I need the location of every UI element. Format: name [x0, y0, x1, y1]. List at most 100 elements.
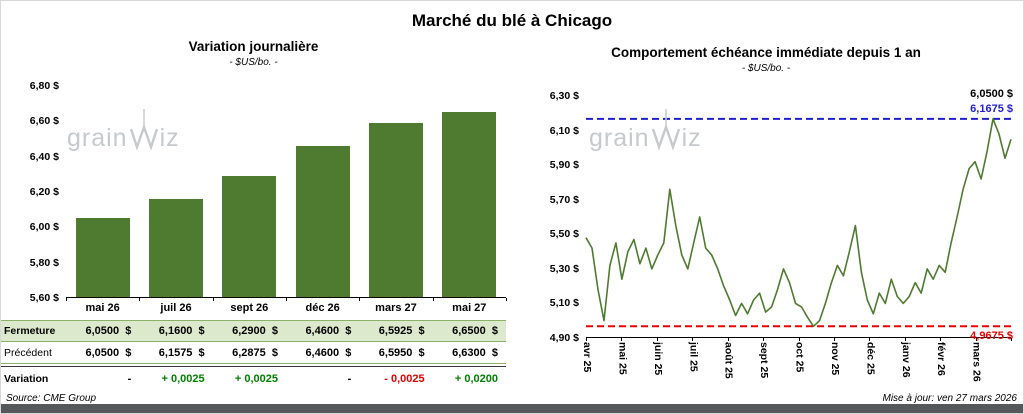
axis-tick [139, 298, 141, 301]
x-axis-label: avr 25 [581, 342, 593, 373]
x-axis-label: nov 25 [828, 342, 841, 376]
x-axis-label: mai 26 [85, 302, 120, 314]
y-axis-label: 5,70 $ [549, 193, 579, 206]
bar-slot [66, 86, 139, 297]
bar-y-axis: 6,80 $ 6,60 $ 6,40 $ 6,20 $ 6,00 $ 5,80 $ 5,60… [1, 80, 59, 304]
y-axis-label: 5,90 $ [549, 159, 579, 172]
y-axis-label: 6,80 $ [29, 80, 59, 92]
axis-tick [763, 338, 765, 341]
x-axis-label: sept 26 [230, 302, 269, 314]
axis-tick [506, 298, 507, 301]
bar-plot-area [66, 86, 507, 301]
axis-tick [286, 298, 287, 301]
y-axis-label: 6,10 $ [549, 124, 579, 137]
x-axis-label: mars 27 [375, 302, 417, 314]
table-cell: 6,0500 $ [85, 325, 132, 337]
axis-tick [66, 298, 67, 301]
table-cell: 6,4600 $ [305, 325, 352, 337]
axis-tick [692, 338, 694, 341]
y-axis-label: 6,60 $ [29, 115, 59, 128]
axis-tick [359, 298, 361, 301]
table-cell: 6,6300 $ [452, 346, 498, 359]
bar-chart-title: Variation journalière [188, 39, 319, 54]
high-price-label: 6,1675 $ [970, 102, 1013, 115]
y-axis-label: 5,30 $ [549, 262, 579, 275]
table-cell: - [347, 372, 352, 385]
line-y-axis: 6,30 $ 6,10 $ 5,90 $ 5,70 $ 5,50 $ 5,30 $ 5,10… [521, 90, 579, 344]
bar-slot [286, 86, 359, 297]
table-cell: + 0,0200 [454, 372, 498, 385]
table-cell: 6,2900 $ [232, 325, 278, 337]
low-price-label: 4,9675 $ [970, 330, 1013, 343]
table-row-precedent: Précédent 6,0500 $ 6,1575 $ 6,2875 $ 6,4600 … [1, 342, 506, 364]
y-axis-label: 5,60 $ [29, 292, 59, 304]
bar-slot [213, 86, 286, 297]
bar-slot [359, 86, 432, 297]
line-chart-subtitle: - $US/bo. - [741, 63, 791, 74]
row-label: Fermeture [4, 325, 56, 337]
bar-slot [433, 86, 506, 297]
axis-tick [656, 338, 658, 341]
x-axis-label: janv 26 [899, 342, 912, 378]
axis-tick [621, 338, 623, 341]
bar [368, 122, 423, 297]
x-axis-label: juil 26 [160, 302, 192, 314]
y-axis-label: 5,80 $ [29, 256, 59, 269]
y-axis-label: 4,90 $ [549, 332, 579, 344]
y-axis-label: 6,30 $ [549, 90, 579, 102]
x-axis-label: mai 25 [616, 342, 629, 375]
axis-tick [833, 338, 835, 341]
axis-tick [1011, 338, 1012, 341]
x-axis-label: oct 25 [793, 342, 806, 373]
price-table: Fermeture 6,0500 $ 6,1600 $ 6,2900 $ 6,4600 … [1, 320, 506, 390]
row-label: Variation [4, 372, 49, 385]
bottom-bar [1, 404, 1023, 413]
bar [442, 112, 497, 297]
y-axis-label: 5,10 $ [549, 297, 579, 310]
axis-tick [798, 338, 800, 341]
table-cell: 6,0500 $ [85, 346, 132, 359]
bar [222, 175, 277, 297]
x-axis-label: sept 25 [758, 342, 771, 379]
table-row-fermeture: Fermeture 6,0500 $ 6,1600 $ 6,2900 $ 6,4600 … [1, 320, 506, 342]
page-title: Marché du blé à Chicago [411, 11, 613, 30]
bar-slot [139, 86, 212, 297]
last-price-label: 6,0500 $ [970, 87, 1013, 100]
axis-tick [975, 338, 977, 341]
x-axis-label: mars 26 [970, 342, 983, 382]
price-line-chart [585, 117, 1012, 328]
table-row-variation: Variation - + 0,0025 + 0,0025 - - 0,0025 + 0,0… [1, 366, 506, 390]
table-cell: + 0,0025 [161, 372, 205, 385]
table-cell: + 0,0025 [234, 372, 278, 385]
line-chart-title: Comportement échéance immédiate depuis 1… [611, 45, 921, 60]
x-axis-label: juin 25 [651, 342, 664, 376]
source-note: Source: CME Group [6, 393, 97, 404]
table-cell: 6,2875 $ [232, 346, 278, 359]
bar-x-axis: mai 26 juil 26 sept 26 déc 26 mars 27 mai 27 [66, 302, 506, 314]
bar-chart-subtitle: - $US/bo. - [229, 57, 278, 68]
x-axis-label: déc 26 [305, 302, 340, 314]
axis-tick [727, 338, 729, 341]
bar [148, 198, 203, 297]
x-axis-label: juil 25 [687, 342, 700, 372]
axis-tick [940, 338, 942, 341]
y-axis-label: 6,00 $ [29, 221, 59, 234]
updated-note: Mise à jour: ven 27 mars 2026 [882, 393, 1017, 404]
axis-tick [869, 338, 871, 341]
table-cell: 6,5925 $ [378, 325, 425, 337]
axis-tick [432, 298, 434, 301]
table-cell: 6,1575 $ [158, 346, 205, 359]
axis-tick [904, 338, 906, 341]
x-axis-label: déc 25 [864, 342, 877, 375]
table-cell: - 0,0025 [384, 372, 425, 385]
table-cell: 6,1600 $ [158, 325, 205, 337]
table-cell: - [127, 372, 132, 385]
bar [75, 217, 130, 297]
table-cell: 6,5950 $ [378, 346, 425, 359]
table-cell: 6,6500 $ [452, 325, 498, 337]
y-axis-label: 6,40 $ [29, 150, 59, 163]
x-axis-label: août 25 [722, 342, 735, 379]
y-axis-label: 6,20 $ [29, 186, 59, 198]
line-x-axis: avr 25 mai 25 juin 25 juil 25 août 25 sept 25… [581, 342, 1011, 392]
